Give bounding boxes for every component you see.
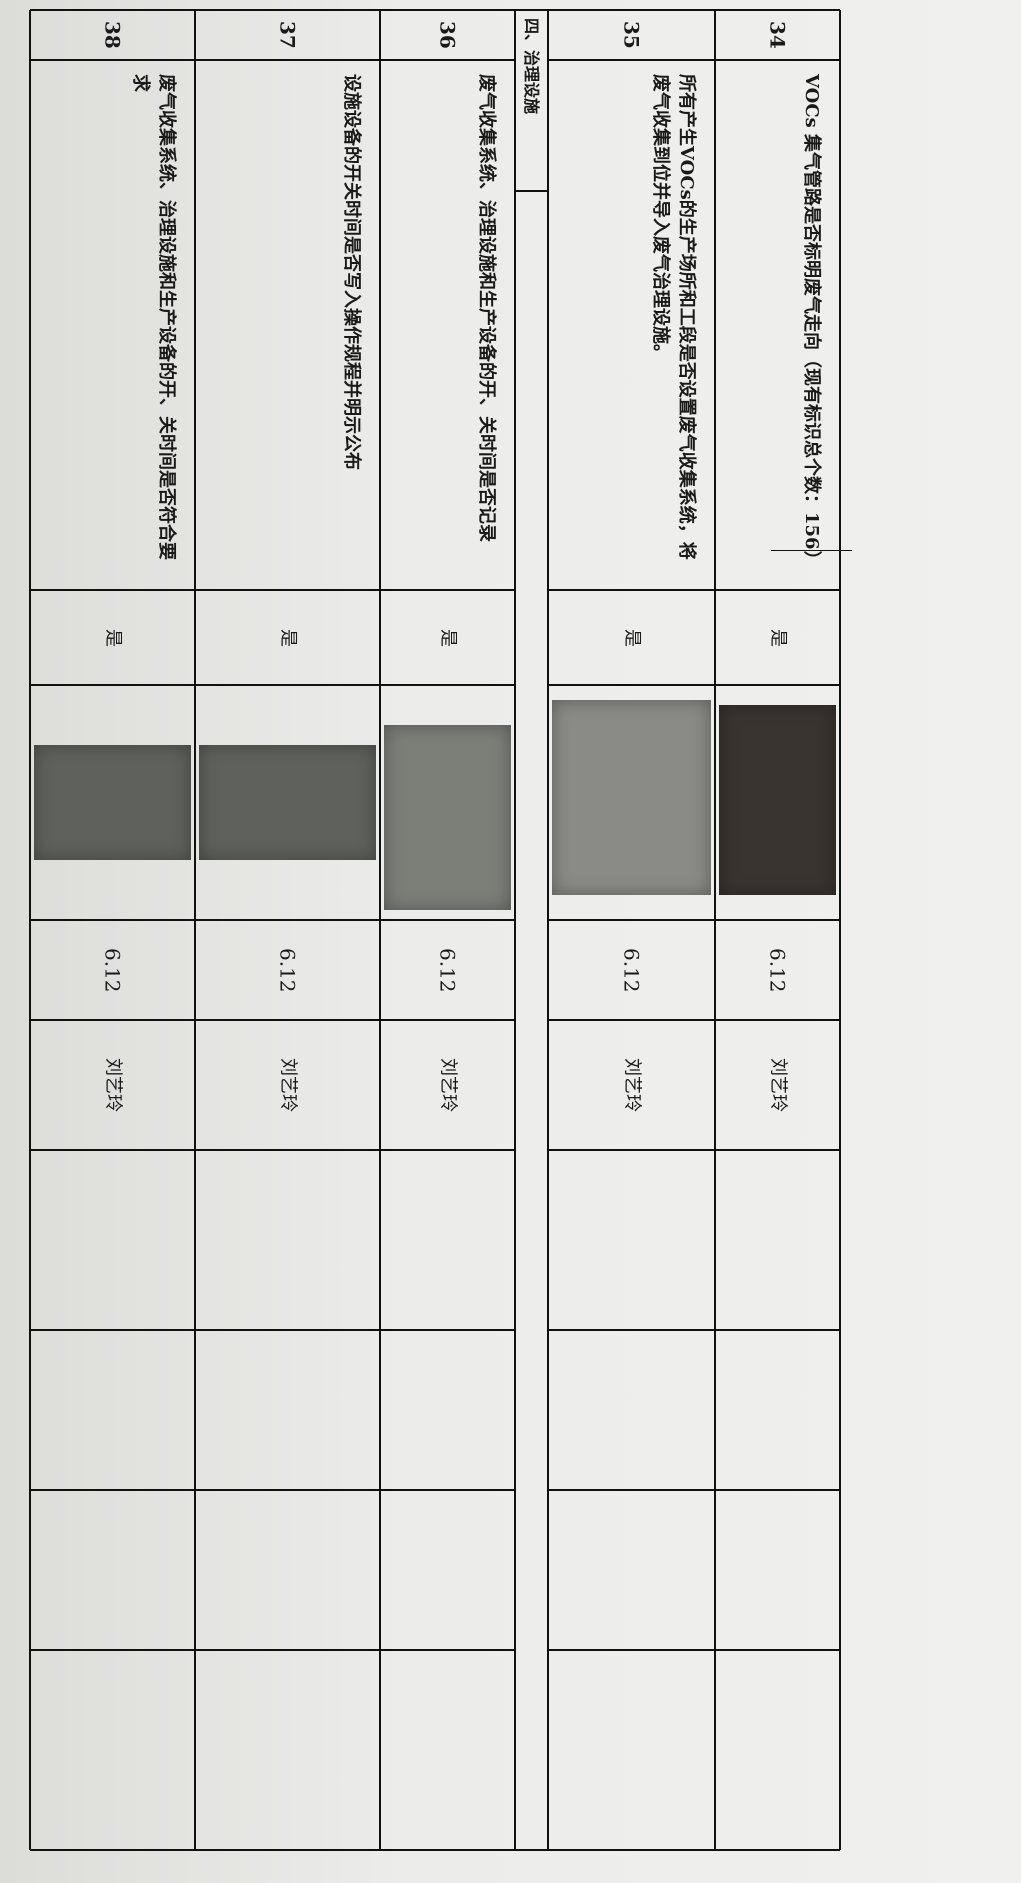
answer: 是 <box>277 628 299 647</box>
inspector: 刘艺玲 <box>621 1058 643 1112</box>
table-rule <box>30 684 515 686</box>
item-count: 156 <box>771 512 852 551</box>
date: 6.12 <box>619 947 644 993</box>
table-rule <box>548 1489 840 1491</box>
item-text: VOCs 集气管路是否标明废气走向（现有标识总个数： <box>801 74 822 513</box>
row-number: 37 <box>275 21 300 49</box>
table-rule <box>548 919 840 921</box>
answer: 是 <box>102 628 124 647</box>
row-number: 35 <box>619 21 644 49</box>
table-rule <box>548 589 840 591</box>
item-text: 废气收集系统、治理设施和生产设备的开、关时间是否符合要求 <box>130 74 177 560</box>
table-rule <box>548 1019 840 1021</box>
table-rule <box>30 1849 840 1851</box>
table-rule <box>548 684 840 686</box>
item-text: 废气收集系统、治理设施和生产设备的开、关时间是否记录 <box>476 74 497 542</box>
table-rule <box>30 1329 515 1331</box>
table-rule <box>379 10 381 1850</box>
table-rule <box>30 1649 515 1651</box>
item-text: 废气收集系统、治理设施和生产设备的开、关时间是否记录 <box>380 60 515 590</box>
date: 6.12 <box>435 947 460 993</box>
row-number: 36 <box>435 21 460 49</box>
photo <box>384 725 511 910</box>
table-rule <box>194 10 196 1850</box>
inspector: 刘艺玲 <box>767 1058 789 1112</box>
table-rule <box>30 1149 515 1151</box>
table-rule <box>30 919 515 921</box>
row-number: 38 <box>100 21 125 49</box>
table-rule <box>30 589 515 591</box>
table-rule <box>30 1489 515 1491</box>
photo <box>552 700 711 895</box>
table-rule <box>714 10 716 1850</box>
date: 6.12 <box>275 947 300 993</box>
item-text: 所有产生VOCs的生产场所和工段是否设置废气收集系统，将废气收集到位并导入废气治… <box>548 60 715 590</box>
table-rule <box>29 10 31 1850</box>
table-rule <box>548 59 840 61</box>
table-rule <box>30 59 515 61</box>
item-text: 废气收集系统、治理设施和生产设备的开、关时间是否符合要求 <box>30 60 195 590</box>
table-rule <box>30 1019 515 1021</box>
row-number: 34 <box>765 21 790 49</box>
table-rule <box>839 10 841 1850</box>
item-text: 所有产生VOCs的生产场所和工段是否设置废气收集系统，将废气收集到位并导入废气治… <box>650 74 697 560</box>
photo <box>199 745 376 860</box>
table-rule <box>548 1649 840 1651</box>
item-text: ） <box>801 550 822 569</box>
photo <box>719 705 836 895</box>
date: 6.12 <box>765 947 790 993</box>
item-text: 设施设备的开关时间是否写入操作规程并明示公布 <box>195 60 380 590</box>
item-text: VOCs 集气管路是否标明废气走向（现有标识总个数：156） <box>715 60 852 590</box>
date: 6.12 <box>100 947 125 993</box>
table-rule <box>514 10 516 1850</box>
table-rule <box>30 9 840 11</box>
answer: 是 <box>767 628 789 647</box>
answer: 是 <box>437 628 459 647</box>
table-rule <box>515 190 548 192</box>
table-rule <box>548 1329 840 1331</box>
answer: 是 <box>621 628 643 647</box>
photo <box>34 745 191 860</box>
inspector: 刘艺玲 <box>102 1058 124 1112</box>
table-rule <box>547 10 549 1850</box>
item-text: 设施设备的开关时间是否写入操作规程并明示公布 <box>341 74 362 470</box>
section-title: 四、治理设施 <box>522 18 541 115</box>
inspector: 刘艺玲 <box>277 1058 299 1112</box>
inspector: 刘艺玲 <box>437 1058 459 1112</box>
table-rule <box>548 1149 840 1151</box>
